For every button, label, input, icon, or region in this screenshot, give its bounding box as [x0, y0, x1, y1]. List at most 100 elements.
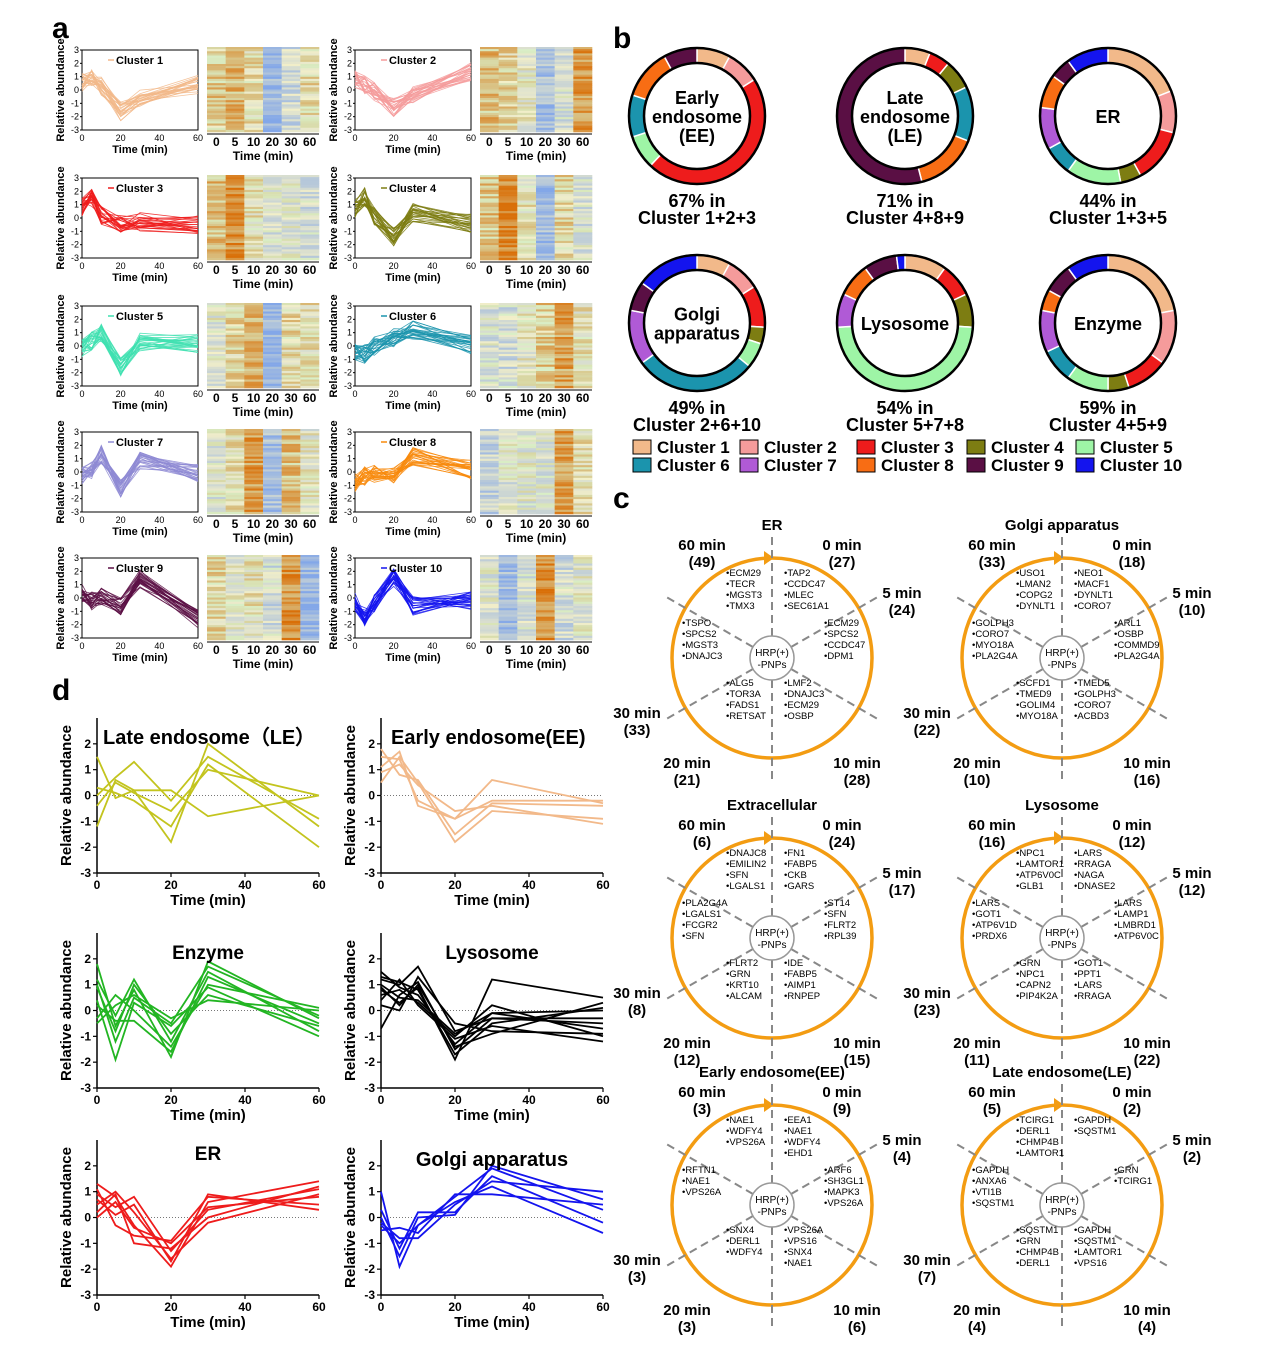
heatmap-cell	[573, 368, 593, 372]
heatmap-cell	[244, 179, 264, 182]
heatmap-cell	[263, 477, 282, 481]
heatmap-cell	[244, 482, 264, 485]
heatmap-cell	[480, 66, 499, 69]
donut-caption: Cluster 1+3+5	[1049, 208, 1167, 228]
heatmap-cell	[480, 89, 499, 92]
heatmap-cell	[517, 322, 537, 325]
heatmap-cell	[281, 93, 301, 97]
heatmap-cell	[554, 368, 574, 372]
gene-label: •LGALS1	[682, 909, 721, 920]
y-tick-label: -2	[71, 112, 79, 122]
series-line	[96, 986, 320, 1063]
heatmap-cell	[281, 383, 301, 387]
wheel-center	[1039, 1182, 1085, 1228]
profile-line	[81, 195, 199, 233]
panel-letter-d: d	[52, 674, 70, 707]
profile-line	[354, 200, 472, 245]
heatmap-cell	[263, 492, 282, 496]
heatmap-cell	[536, 589, 555, 592]
heatmap-cell	[263, 599, 282, 603]
heatmap-cell	[517, 368, 537, 372]
heatmap-cell	[281, 309, 301, 312]
heatmap-cell	[244, 328, 264, 331]
heatmap-cell	[281, 435, 301, 438]
heatmap-cell	[225, 303, 245, 306]
heatmap-cell	[300, 91, 320, 95]
heatmap-cell	[225, 230, 245, 233]
heatmap-cell	[225, 53, 245, 56]
donut-caption: Cluster 2+6+10	[633, 415, 761, 435]
heatmap-cell	[207, 303, 226, 306]
donut-inner-ring	[850, 61, 960, 171]
heatmap-tick-label: 20	[266, 263, 280, 277]
heatmap-cell	[207, 618, 226, 622]
gene-label: •CKB	[784, 870, 807, 881]
heatmap-cell	[536, 620, 555, 624]
heatmap-cell	[536, 217, 555, 220]
x-tick-label: 40	[154, 515, 164, 525]
donut-outer-ring	[835, 46, 975, 186]
heatmap-cell	[480, 76, 499, 80]
y-tick-label: 3	[347, 45, 352, 55]
heatmap-cell	[281, 463, 301, 466]
heatmap-cell	[498, 441, 518, 445]
heatmap-tick-label: 60	[576, 263, 590, 277]
heatmap-cell	[498, 66, 518, 69]
heatmap-cell	[244, 232, 264, 235]
wheel-spoke	[1080, 668, 1169, 720]
heatmap-cell	[300, 198, 320, 201]
heatmap-cell	[554, 315, 574, 319]
heatmap-cell	[225, 74, 245, 78]
heatmap-cell	[517, 119, 537, 122]
time-label: 10 min	[1123, 1302, 1171, 1319]
heatmap-cell	[573, 614, 593, 617]
donut-caption: 54% in	[876, 398, 933, 418]
heatmap-cell	[517, 441, 537, 445]
time-count: (28)	[844, 772, 871, 789]
heatmap-cell	[536, 569, 555, 573]
heatmap-cell	[263, 559, 282, 562]
gene-label: •WDFY4	[726, 1247, 763, 1258]
heatmap-cell	[573, 477, 593, 481]
heatmap-cell	[536, 497, 555, 500]
gene-label: •TCIRG1	[1016, 1115, 1054, 1126]
heatmap-cell	[498, 255, 518, 259]
heatmap-cell	[573, 49, 593, 52]
y-tick-label: -3	[364, 1288, 375, 1302]
heatmap-cell	[225, 509, 245, 513]
heatmap-cell	[554, 582, 574, 586]
heatmap-cell	[207, 567, 226, 571]
heatmap-cell	[554, 81, 574, 84]
heatmap-cell	[536, 454, 555, 457]
heatmap-cell	[300, 177, 320, 180]
heatmap-cell	[263, 507, 282, 511]
heatmap-cell	[244, 452, 264, 455]
heatmap-cell	[300, 129, 320, 133]
heatmap-cell	[281, 492, 301, 496]
heatmap-cell	[536, 243, 555, 246]
heatmap-cell	[263, 595, 282, 598]
heatmap-cell	[263, 618, 282, 622]
heatmap-cell	[480, 555, 499, 558]
gene-label: •LARS	[1074, 848, 1102, 859]
heatmap-cell	[498, 448, 518, 451]
heatmap-cell	[517, 183, 537, 186]
gene-label: •GARS	[784, 881, 814, 892]
gene-label: •FN1	[784, 848, 805, 859]
gene-label: •MAPK3	[824, 1187, 860, 1198]
heatmap-cell	[536, 429, 555, 432]
heatmap-cell	[573, 64, 593, 67]
heatmap-cell	[536, 633, 555, 637]
heatmap-cell	[207, 200, 226, 203]
heatmap-cell	[480, 198, 499, 201]
heatmap-cell	[281, 108, 301, 112]
heatmap-cell	[573, 303, 593, 306]
heatmap-cell	[281, 183, 301, 186]
heatmap-cell	[536, 471, 555, 474]
heatmap-cell	[517, 637, 537, 641]
heatmap-cell	[244, 616, 264, 620]
heatmap-cell	[573, 565, 593, 569]
heatmap-cell	[573, 373, 593, 376]
heatmap-cell	[517, 618, 537, 622]
gene-label: •ST14	[824, 898, 850, 909]
